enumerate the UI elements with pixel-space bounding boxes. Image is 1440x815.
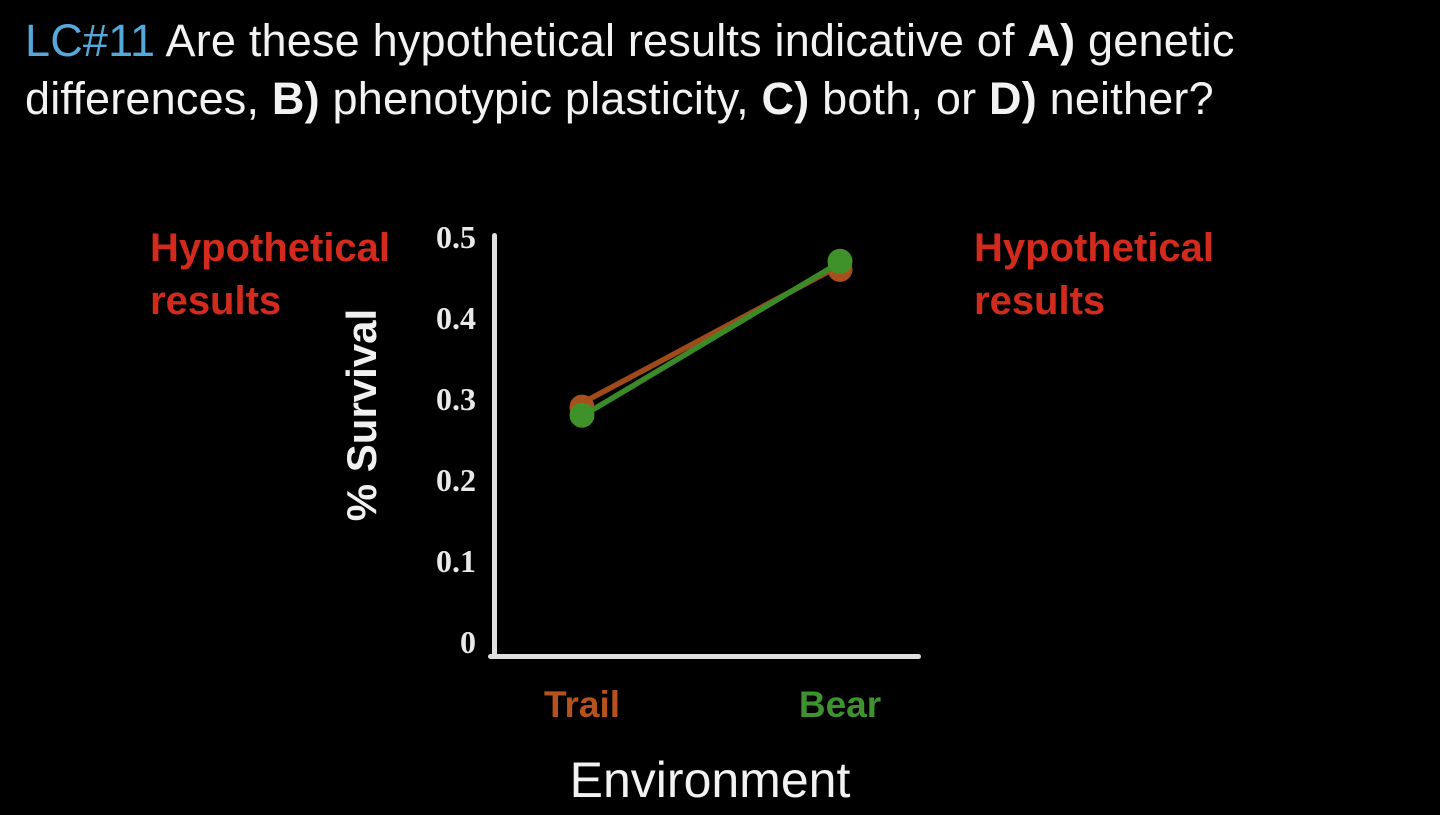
- question-title-line: LC#11 Are these hypothetical results ind…: [25, 12, 1365, 70]
- question-text-segment: differences,: [25, 73, 272, 124]
- question-text-segment: C): [761, 73, 810, 124]
- question-title-line: differences, B) phenotypic plasticity, C…: [25, 70, 1365, 128]
- x-axis-title: Environment: [569, 752, 851, 808]
- y-tick-label-0.5: 0.5: [436, 219, 476, 255]
- question-text-segment: both, or: [809, 73, 989, 124]
- question-text-segment: genetic: [1075, 15, 1235, 66]
- x-category-label-trail: Trail: [543, 684, 621, 725]
- green-series-point-trail: [569, 402, 595, 428]
- question-text-segment: A): [1027, 15, 1076, 66]
- y-tick-label-0: 0: [460, 624, 476, 660]
- question-number: LC#11: [25, 15, 156, 66]
- question-text-segment: Are these hypothetical results indicativ…: [155, 15, 1028, 66]
- green-series-line: [579, 259, 843, 419]
- question-text-segment: phenotypic plasticity,: [319, 73, 762, 124]
- x-axis-line: [488, 654, 921, 659]
- green-series-point-bear: [827, 248, 853, 274]
- y-tick-label-0.1: 0.1: [436, 543, 476, 579]
- question-text-segment: B): [271, 73, 320, 124]
- y-tick-label-0.3: 0.3: [436, 381, 476, 417]
- y-tick-label-0.4: 0.4: [436, 300, 476, 336]
- annotation-hypothetical-results-right: Hypothetical results: [974, 226, 1215, 323]
- annotation-hypothetical-results-left: Hypothetical results: [150, 226, 391, 323]
- y-axis-line: [492, 233, 497, 659]
- question-text-segment: D): [989, 73, 1037, 124]
- question-text-segment: neither?: [1036, 73, 1214, 124]
- y-tick-label-0.2: 0.2: [436, 462, 476, 498]
- question-title: LC#11 Are these hypothetical results ind…: [25, 12, 1365, 128]
- x-category-label-bear: Bear: [798, 684, 882, 725]
